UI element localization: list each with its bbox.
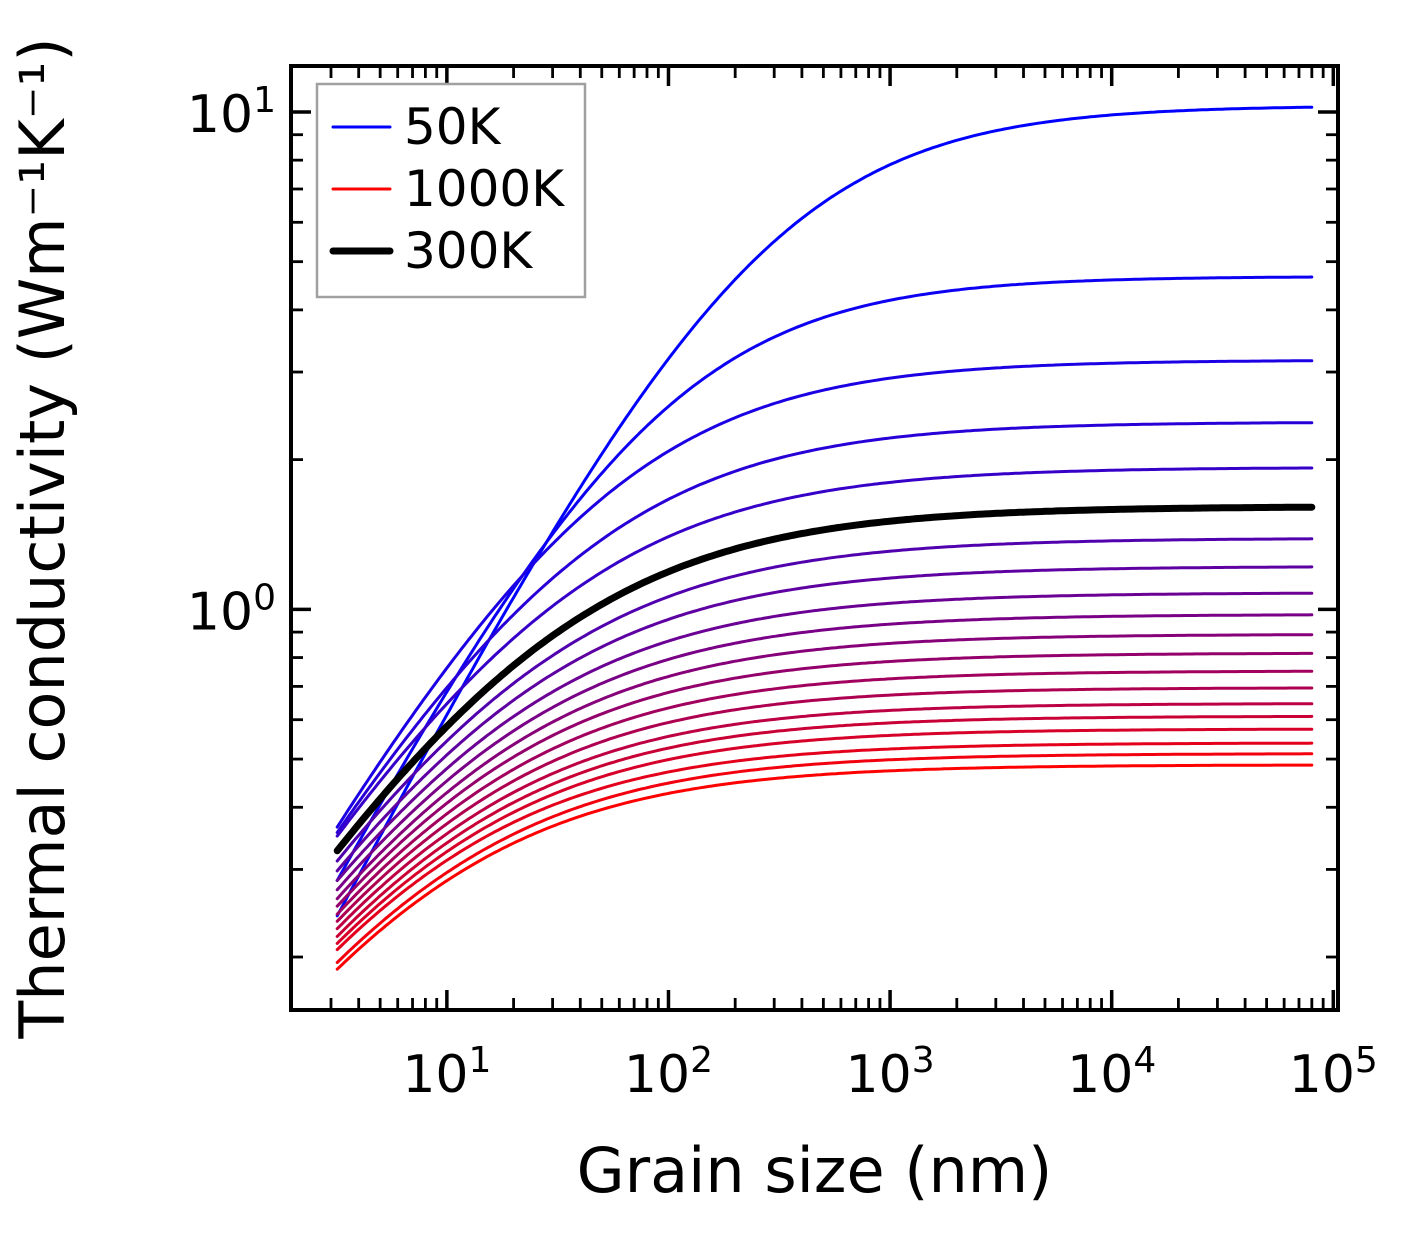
curve-300K [333, 503, 1316, 855]
axes-spines [289, 64, 1340, 1012]
curve-700K [335, 686, 1314, 923]
curve-900K [335, 741, 1314, 952]
curve-200K [335, 421, 1314, 834]
legend-label-50K: 50K [404, 98, 502, 156]
legend-label-300K: 300K [404, 222, 533, 280]
curve-50K [335, 105, 1314, 918]
curve-650K [335, 669, 1314, 916]
curve-600K [335, 651, 1314, 908]
curve-250K [335, 466, 1314, 838]
y-axis-label: Thermal conductivity (Wm⁻¹K⁻¹) [6, 37, 79, 1039]
curve-450K [335, 591, 1314, 882]
x-axis-label: Grain size (nm) [577, 1134, 1053, 1207]
curve-550K [335, 633, 1314, 901]
curve-750K [335, 702, 1314, 931]
curve-500K [335, 613, 1314, 892]
curve-100K [335, 275, 1314, 882]
curve-800K [335, 714, 1314, 938]
curve-350K [335, 537, 1314, 863]
y-tick-label-1: 101 [187, 80, 276, 145]
curve-400K [335, 565, 1314, 873]
curve-1000K [335, 763, 1314, 971]
curve-150K [335, 359, 1314, 829]
curves-group [333, 105, 1316, 971]
legend-label-1000K: 1000K [404, 160, 565, 218]
curve-850K [335, 727, 1314, 945]
curve-950K [335, 752, 1314, 964]
